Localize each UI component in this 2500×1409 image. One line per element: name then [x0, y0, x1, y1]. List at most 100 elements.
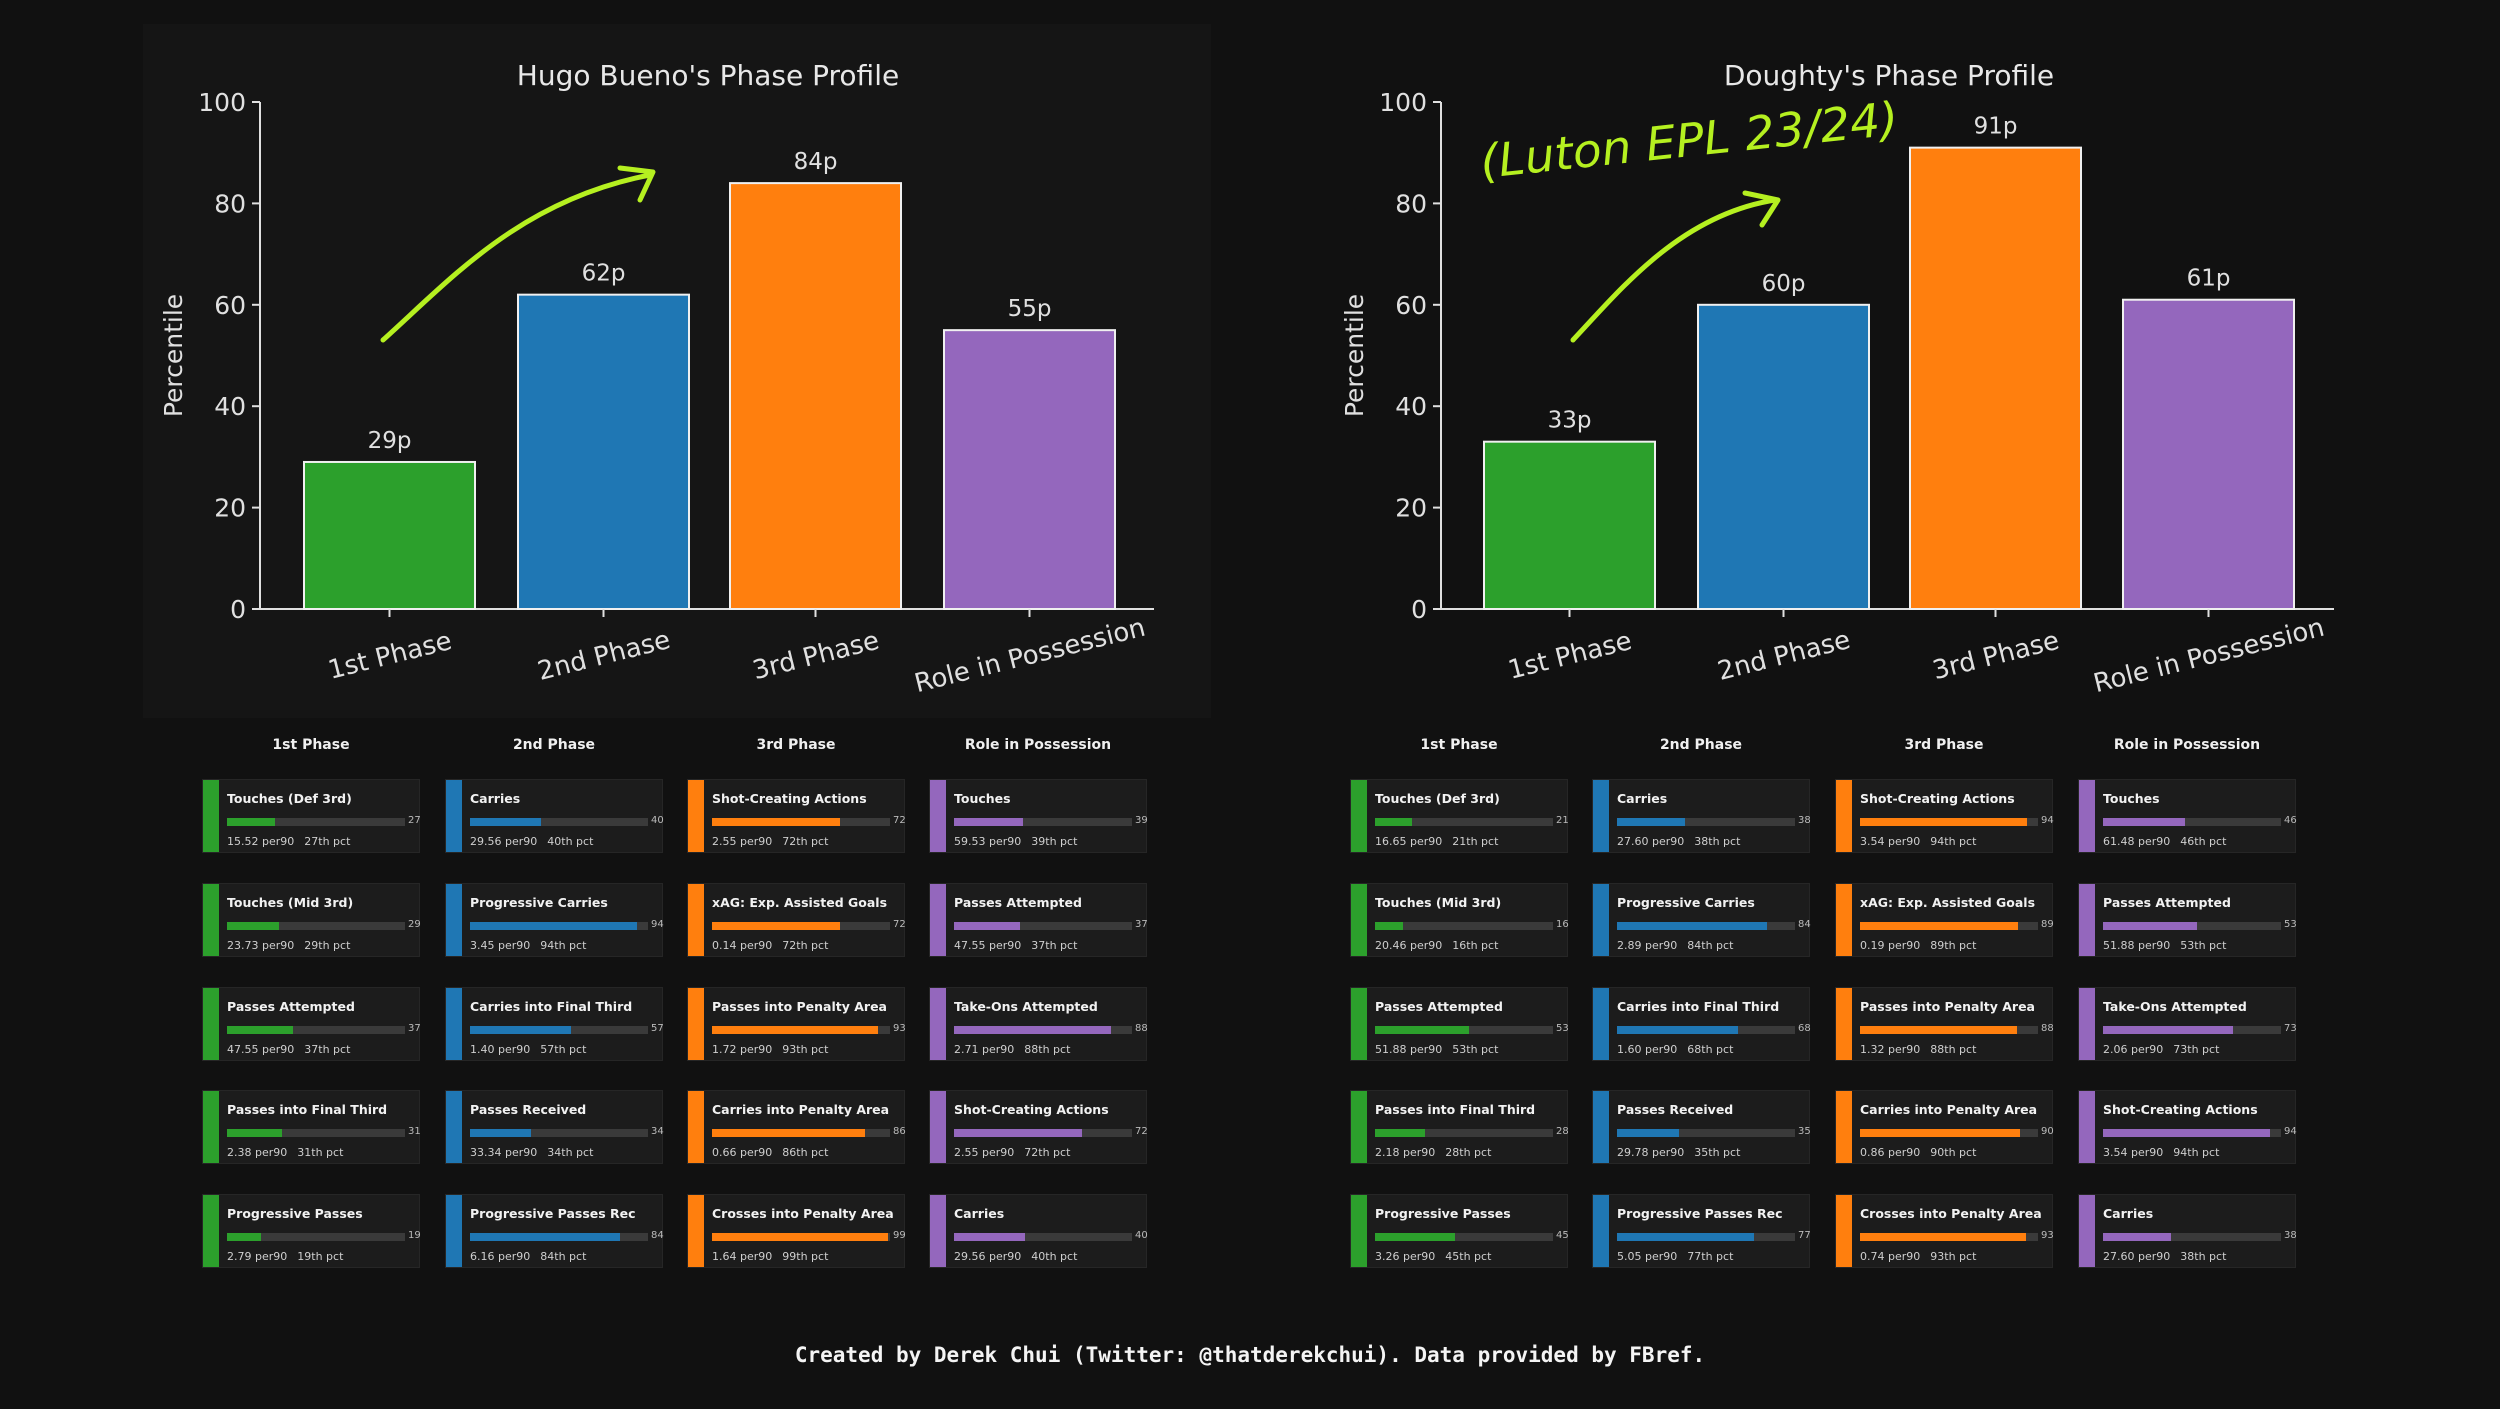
card-accent-bar — [1593, 1195, 1609, 1267]
stat-title: Progressive Carries — [1617, 895, 1755, 910]
percentile-label: 34th pct — [547, 1146, 594, 1159]
card-accent-bar — [1836, 884, 1852, 956]
per90-value: 20.46 per90 — [1375, 939, 1443, 952]
x-tick-label: 3rd Phase — [750, 626, 883, 686]
per90-value: 0.14 per90 — [712, 939, 773, 952]
stat-detail: 47.55 per90 37th pct — [954, 939, 1087, 952]
hand-drawn-arrow-left-shaft — [380, 172, 653, 343]
x-tick-label: 1st Phase — [1505, 626, 1635, 686]
percentile-label: 35th pct — [1694, 1146, 1741, 1159]
percentile-bar — [1860, 818, 2038, 826]
percentile-value: 38 — [2284, 1230, 2297, 1241]
stat-detail: 1.64 per90 99th pct — [712, 1250, 838, 1263]
percentile-value: 40 — [1135, 1230, 1148, 1241]
stat-detail: 47.55 per90 37th pct — [227, 1043, 360, 1056]
stat-detail: 3.26 per90 45th pct — [1375, 1250, 1501, 1263]
stat-title: Touches (Mid 3rd) — [1375, 895, 1502, 910]
card-accent-bar — [2079, 1091, 2095, 1163]
percentile-value: 86 — [893, 1126, 906, 1137]
percentile-bar-fill — [1375, 1233, 1456, 1241]
percentile-label: 28th pct — [1445, 1146, 1492, 1159]
percentile-label: 53th pct — [2180, 939, 2227, 952]
percentile-label: 39th pct — [1031, 835, 1078, 848]
per90-value: 5.05 per90 — [1617, 1250, 1678, 1263]
percentile-bar-fill — [470, 1233, 620, 1241]
percentile-bar-fill — [470, 922, 638, 930]
per90-value: 2.18 per90 — [1375, 1146, 1436, 1159]
stat-card: Passes into Penalty Area 88 1.32 per90 88th… — [1835, 987, 2054, 1061]
stat-card: Progressive Passes 19 2.79 per90 19th pct — [202, 1194, 421, 1268]
percentile-label: 19th pct — [297, 1250, 344, 1263]
percentile-label: 16th pct — [1452, 939, 1499, 952]
percentile-bar-fill — [470, 818, 542, 826]
bar-data-label: 61p — [2187, 266, 2231, 292]
stat-card: Carries into Penalty Area 86 0.66 per90 86t… — [687, 1090, 906, 1164]
stat-card: Crosses into Penalty Area 99 1.64 per90 99t… — [687, 1194, 906, 1268]
card-accent-bar — [1351, 1091, 1367, 1163]
percentile-bar — [1617, 1129, 1795, 1137]
percentile-label: 21th pct — [1452, 835, 1499, 848]
percentile-value: 68 — [1798, 1023, 1811, 1034]
chart-title: Doughty's Phase Profile — [1724, 59, 2054, 92]
percentile-bar-fill — [227, 818, 276, 826]
stat-card: Carries into Final Third 68 1.60 per90 68th… — [1592, 987, 1811, 1061]
percentile-label: 94th pct — [1930, 835, 1977, 848]
stat-title: Passes Attempted — [954, 895, 1082, 910]
per90-value: 3.26 per90 — [1375, 1250, 1436, 1263]
percentile-label: 84th pct — [540, 1250, 587, 1263]
column-header: 3rd Phase — [756, 737, 836, 753]
per90-value: 29.78 per90 — [1617, 1146, 1685, 1159]
percentile-label: 88th pct — [1024, 1043, 1071, 1056]
percentile-bar-fill — [712, 818, 841, 826]
stat-detail: 27.60 per90 38th pct — [1617, 835, 1750, 848]
stat-title: Crosses into Penalty Area — [1860, 1206, 2042, 1221]
percentile-value: 31 — [408, 1126, 421, 1137]
per90-value: 29.56 per90 — [954, 1250, 1022, 1263]
stat-card: Crosses into Penalty Area 93 0.74 per90 93t… — [1835, 1194, 2054, 1268]
percentile-bar-fill — [1860, 1026, 2017, 1034]
stat-title: Shot-Creating Actions — [954, 1102, 1109, 1117]
percentile-bar — [1617, 922, 1795, 930]
per90-value: 3.54 per90 — [2103, 1146, 2164, 1159]
percentile-bar — [2103, 818, 2281, 826]
stat-title: Passes into Penalty Area — [712, 999, 887, 1014]
percentile-bar-fill — [1860, 922, 2019, 930]
per90-value: 61.48 per90 — [2103, 835, 2171, 848]
stat-detail: 2.55 per90 72th pct — [712, 835, 838, 848]
y-tick-label: 20 — [1395, 494, 1427, 523]
stat-card: Passes into Penalty Area 93 1.72 per90 93th… — [687, 987, 906, 1061]
percentile-value: 72 — [893, 815, 906, 826]
card-accent-bar — [2079, 780, 2095, 852]
percentile-value: 88 — [2041, 1023, 2054, 1034]
percentile-bar-fill — [1617, 1026, 1739, 1034]
percentile-value: 39 — [1135, 815, 1148, 826]
per90-value: 2.55 per90 — [712, 835, 773, 848]
percentile-value: 99 — [893, 1230, 906, 1241]
card-accent-bar — [930, 1195, 946, 1267]
percentile-bar-fill — [1375, 818, 1413, 826]
percentile-value: 29 — [408, 919, 421, 930]
y-tick-label: 80 — [214, 189, 246, 218]
card-accent-bar — [203, 780, 219, 852]
stat-detail: 0.86 per90 90th pct — [1860, 1146, 1986, 1159]
percentile-bar-fill — [1617, 922, 1767, 930]
card-accent-bar — [1593, 1091, 1609, 1163]
stat-detail: 33.34 per90 34th pct — [470, 1146, 603, 1159]
stat-title: Passes into Final Third — [1375, 1102, 1536, 1117]
per90-value: 2.38 per90 — [227, 1146, 288, 1159]
stat-title: Touches — [954, 791, 1011, 806]
bar-data-label: 91p — [1974, 114, 2018, 140]
card-accent-bar — [688, 1195, 704, 1267]
stat-title: Passes Attempted — [2103, 895, 2231, 910]
percentile-bar — [954, 922, 1132, 930]
percentile-bar-fill — [1860, 818, 2028, 826]
card-accent-bar — [688, 988, 704, 1060]
percentile-label: 73th pct — [2173, 1043, 2220, 1056]
stat-detail: 1.40 per90 57th pct — [470, 1043, 596, 1056]
percentile-value: 38 — [1798, 815, 1811, 826]
stat-title: xAG: Exp. Assisted Goals — [1860, 895, 2036, 910]
stat-title: Progressive Passes — [227, 1206, 363, 1221]
stat-card: Touches 46 61.48 per90 46th pct — [2078, 779, 2297, 853]
bar-2nd-phase — [517, 293, 690, 610]
stat-card: Shot-Creating Actions 72 2.55 per90 72th pc… — [687, 779, 906, 853]
